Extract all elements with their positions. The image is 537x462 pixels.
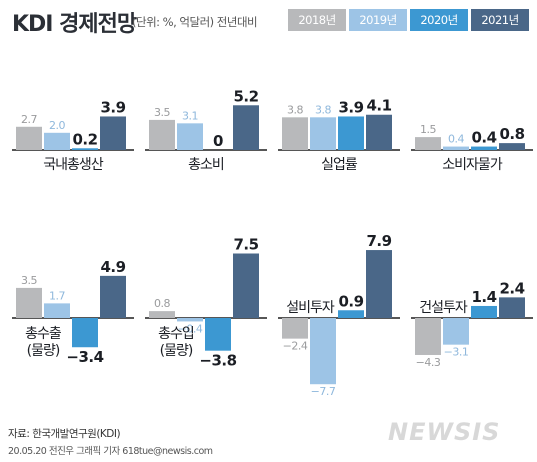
chart-title-2-0: 실업률 <box>321 157 358 173</box>
legend-2018-label: 2018년 <box>298 13 336 27</box>
value-label-2-1: 3.8 <box>315 103 331 116</box>
bar-5-2 <box>205 318 231 351</box>
legend-2019: 2019년 <box>349 9 407 31</box>
bar-5-3 <box>233 253 259 318</box>
bar-4-2 <box>72 318 98 348</box>
bar-6-0 <box>282 318 308 339</box>
chart-panel-0: 2.7 2.0 0.23.9 국내총생산 <box>12 98 134 173</box>
bar-2-3 <box>366 114 392 150</box>
legend-2018: 2018년 <box>288 9 346 31</box>
chart-title-4-0: 총수출 <box>25 326 62 342</box>
value-label-3-2: 0.4 <box>471 129 496 147</box>
value-label-1-2: 0 <box>213 132 223 150</box>
bar-7-1 <box>443 318 469 345</box>
bar-5-1 <box>177 318 203 322</box>
value-label-1-1: 3.1 <box>182 109 198 122</box>
bar-2-0 <box>282 117 308 150</box>
bar-0-3 <box>100 116 126 150</box>
bar-3-1 <box>443 146 469 150</box>
chart-title-6-0: 설비투자 <box>286 300 335 316</box>
bar-7-3 <box>499 297 525 318</box>
bar-1-3 <box>233 105 259 150</box>
value-label-1-0: 3.5 <box>154 106 170 119</box>
page-title: KDI 경제전망 <box>12 12 137 37</box>
value-label-2-0: 3.8 <box>287 103 303 116</box>
bar-3-0 <box>415 137 441 150</box>
legend-2020: 2020년 <box>410 9 468 31</box>
value-label-1-3: 5.2 <box>233 87 258 105</box>
bar-3-2 <box>471 146 497 150</box>
value-label-4-0: 3.5 <box>21 274 37 287</box>
chart-panel-5: 0.8 −0.4 −3.8 7.5 총수입(물량) <box>145 236 267 370</box>
chart-title-3-0: 소비자물가 <box>442 157 503 173</box>
legend-2021-label: 2021년 <box>481 13 519 27</box>
bar-1-1 <box>177 123 203 150</box>
value-label-4-2: −3.4 <box>66 348 103 366</box>
source-note: 자료: 한국개발연구원(KDI) <box>8 428 121 440</box>
credit-note: 20.05.20 전진우 그래픽 기자 618tue@newsis.com <box>8 446 213 457</box>
value-label-3-0: 1.5 <box>420 123 436 136</box>
value-label-2-3: 4.1 <box>366 97 391 115</box>
bar-0-0 <box>16 126 42 150</box>
bar-7-2 <box>471 305 497 318</box>
value-label-3-3: 0.8 <box>499 125 524 143</box>
value-label-7-1: −3.1 <box>444 346 469 359</box>
value-label-0-1: 2.0 <box>49 119 65 132</box>
value-label-2-2: 3.9 <box>338 98 363 116</box>
chart-panel-2: 3.8 3.8 3.9 4.1 실업률 <box>278 97 400 173</box>
legend-2019-label: 2019년 <box>359 13 397 27</box>
value-label-6-3: 7.9 <box>366 232 391 250</box>
chart-title-5-1: (물량) <box>160 343 193 359</box>
value-label-5-0: 0.8 <box>154 297 170 310</box>
bar-6-3 <box>366 250 392 318</box>
chart-panel-7: −4.3−3.1 1.4 2.4 건설투자 <box>411 279 533 369</box>
value-label-7-2: 1.4 <box>471 288 496 306</box>
chart-panel-1: 3.5 3.1 0 5.2 총소비 <box>145 87 267 173</box>
bar-4-0 <box>16 287 42 318</box>
unit-subtitle: (단위: %, 억달러) 전년대비 <box>132 15 258 29</box>
bar-6-1 <box>310 318 336 385</box>
value-label-4-3: 4.9 <box>100 258 125 276</box>
bar-2-2 <box>338 116 364 150</box>
chart-title-5-0: 총수입 <box>158 326 194 342</box>
value-label-6-0: −2.4 <box>283 340 308 353</box>
bar-4-3 <box>100 275 126 318</box>
value-label-7-0: −4.3 <box>416 356 441 369</box>
legend-2020-label: 2020년 <box>420 13 458 27</box>
value-label-0-0: 2.7 <box>21 113 37 126</box>
value-label-6-1: −7.7 <box>311 385 336 398</box>
legend-2021: 2021년 <box>471 9 529 31</box>
value-label-0-3: 3.9 <box>100 98 125 116</box>
value-label-5-3: 7.5 <box>233 236 258 254</box>
bar-0-1 <box>44 132 70 150</box>
chart-panel-4: 3.5 1.7 −3.4 4.9 총수출(물량) <box>12 258 134 366</box>
bar-6-2 <box>338 310 364 318</box>
bar-3-3 <box>499 143 525 150</box>
value-label-7-3: 2.4 <box>499 279 524 297</box>
bar-5-0 <box>149 311 175 318</box>
value-label-4-1: 1.7 <box>49 289 65 302</box>
value-label-3-1: 0.4 <box>448 133 464 146</box>
bar-0-2 <box>72 148 98 150</box>
chart-title-4-1: (물량) <box>27 343 60 359</box>
value-label-5-1: −0.4 <box>178 322 203 335</box>
chart-title-1-0: 총소비 <box>188 157 224 173</box>
bar-2-1 <box>310 117 336 150</box>
bar-7-0 <box>415 318 441 355</box>
value-label-5-2: −3.8 <box>199 352 236 370</box>
newsis-logo: NEWSIS <box>388 418 501 446</box>
value-label-6-2: 0.9 <box>338 292 363 310</box>
chart-title-7-0: 건설투자 <box>419 300 468 316</box>
value-label-0-2: 0.2 <box>72 130 97 148</box>
chart-title-0-0: 국내총생산 <box>43 157 104 173</box>
bar-4-1 <box>44 303 70 318</box>
chart-panel-6: −2.4 −7.7 0.9 7.9 설비투자 <box>278 232 400 398</box>
bar-1-0 <box>149 119 175 150</box>
